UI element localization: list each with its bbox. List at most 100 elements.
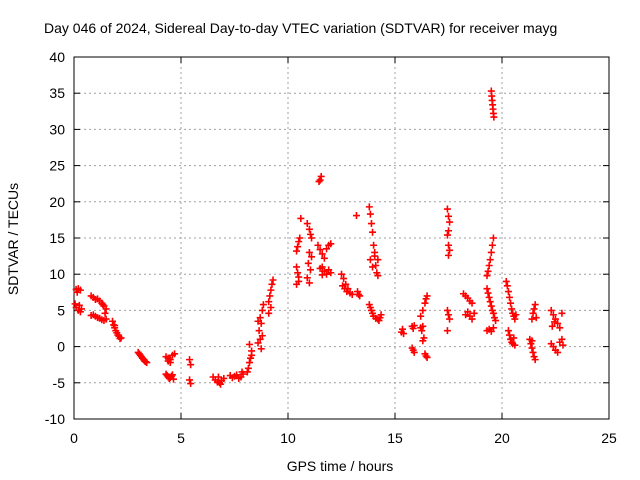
- data-point: [306, 266, 314, 274]
- data-point: [549, 311, 557, 319]
- y-tick-label: 5: [57, 302, 65, 318]
- data-point: [248, 351, 256, 359]
- data-point: [294, 269, 302, 277]
- data-point: [316, 246, 324, 254]
- data-point: [317, 172, 325, 180]
- data-point: [258, 332, 266, 340]
- data-point: [366, 256, 374, 264]
- data-point: [550, 318, 558, 326]
- data-point: [445, 311, 452, 319]
- data-point: [266, 292, 274, 300]
- data-point: [483, 272, 491, 280]
- data-point: [400, 330, 408, 338]
- y-tick-label: 20: [49, 194, 65, 210]
- data-point: [529, 309, 537, 317]
- data-point: [243, 368, 251, 376]
- x-tick-label: 20: [494, 430, 510, 446]
- data-point: [484, 289, 492, 297]
- data-point: [371, 248, 379, 256]
- data-point: [214, 373, 222, 381]
- data-point: [559, 341, 567, 349]
- data-point: [422, 352, 430, 360]
- data-point: [423, 353, 431, 361]
- data-point: [504, 327, 512, 335]
- data-point: [323, 245, 331, 253]
- x-axis-label: GPS time / hours: [287, 458, 394, 474]
- data-point: [258, 306, 266, 314]
- data-point: [256, 314, 264, 322]
- data-point: [77, 305, 85, 313]
- data-point: [101, 309, 109, 317]
- data-point: [446, 246, 454, 254]
- y-tick-label: -5: [53, 375, 66, 391]
- data-point: [327, 269, 335, 277]
- data-point: [316, 264, 324, 272]
- x-tick-label: 5: [177, 430, 185, 446]
- data-point: [505, 331, 513, 339]
- data-point: [483, 285, 491, 293]
- data-point: [268, 280, 276, 288]
- data-point: [531, 356, 539, 364]
- data-point: [528, 337, 536, 345]
- data-point: [410, 322, 418, 330]
- data-point: [488, 241, 496, 249]
- data-point: [316, 176, 324, 184]
- data-point: [186, 376, 194, 384]
- data-point: [245, 340, 253, 348]
- data-point: [420, 334, 428, 342]
- data-point: [445, 227, 452, 235]
- data-point: [354, 288, 362, 296]
- data-point: [315, 178, 323, 186]
- data-point: [143, 359, 151, 367]
- data-point: [318, 250, 326, 258]
- data-point: [490, 113, 498, 121]
- data-point: [549, 343, 557, 351]
- data-point: [71, 300, 79, 308]
- data-point: [269, 276, 277, 284]
- data-point: [256, 335, 264, 343]
- y-axis-label: SDTVAR / TECUs: [5, 183, 21, 295]
- data-point: [445, 251, 452, 259]
- data-point: [343, 288, 351, 296]
- data-point: [340, 275, 348, 283]
- data-point: [531, 301, 539, 309]
- y-tick-label: 15: [49, 230, 65, 246]
- data-point: [489, 309, 497, 317]
- data-point: [375, 317, 383, 325]
- data-point: [217, 380, 225, 388]
- data-point: [254, 339, 262, 347]
- data-point: [529, 348, 537, 356]
- data-point: [530, 305, 538, 313]
- y-tick-label: 0: [57, 339, 65, 355]
- data-point: [547, 306, 555, 314]
- data-point: [468, 315, 476, 323]
- data-point: [486, 256, 494, 264]
- data-point: [370, 241, 378, 249]
- data-point: [308, 253, 316, 261]
- data-point: [296, 234, 304, 242]
- data-point: [421, 299, 429, 307]
- data-point: [487, 248, 495, 256]
- data-point: [348, 290, 356, 298]
- data-point: [532, 314, 540, 322]
- data-point: [372, 262, 380, 270]
- data-point: [507, 299, 515, 307]
- data-point: [267, 304, 275, 312]
- y-tick-label: 25: [49, 158, 65, 174]
- x-tick-label: 0: [70, 430, 78, 446]
- data-point: [484, 267, 492, 275]
- data-point: [303, 220, 311, 228]
- data-point: [306, 230, 314, 238]
- data-point: [265, 298, 273, 306]
- x-tick-label: 25: [601, 430, 617, 446]
- data-point: [487, 327, 495, 335]
- data-point: [470, 309, 478, 317]
- data-point: [558, 309, 566, 317]
- data-point: [102, 315, 110, 323]
- data-point: [377, 311, 385, 319]
- data-point: [170, 375, 178, 383]
- data-point: [443, 306, 451, 314]
- chart-title: Day 046 of 2024, Sidereal Day-to-day VTE…: [44, 20, 557, 36]
- data-point: [303, 274, 311, 282]
